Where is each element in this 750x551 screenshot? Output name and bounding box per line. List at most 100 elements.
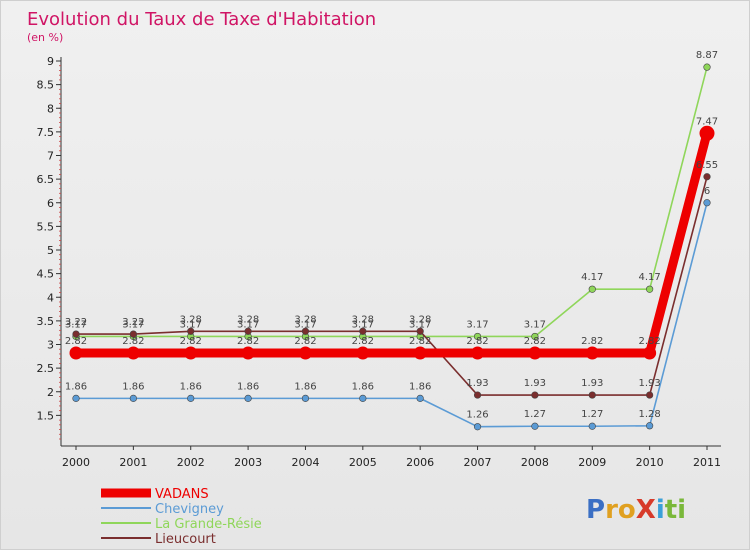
- series-point: [473, 423, 482, 431]
- legend-label: VADANS: [155, 487, 209, 502]
- data-label: 1.26: [466, 410, 488, 421]
- series-point: [187, 327, 195, 335]
- data-label: 3.17: [466, 319, 488, 330]
- series-point: [473, 391, 482, 399]
- y-tick-label: 9: [47, 55, 54, 68]
- data-label: 1.86: [65, 381, 87, 392]
- x-tick-label: 2000: [62, 456, 90, 469]
- data-label: 3.17: [65, 319, 87, 330]
- legend-label: Chevigney: [155, 502, 224, 517]
- data-label: 6.55: [696, 160, 718, 171]
- logo-letter: r: [605, 495, 618, 525]
- data-label: 2.82: [180, 336, 202, 347]
- y-tick-label: 2: [47, 386, 54, 399]
- chart-subtitle: (en %): [27, 31, 63, 44]
- data-label: 2.82: [122, 336, 144, 347]
- y-tick-label: 3: [47, 339, 54, 352]
- series-point: [531, 391, 539, 399]
- data-label: 2.82: [294, 336, 316, 347]
- data-label: 1.86: [180, 381, 202, 392]
- series-point: [703, 63, 711, 71]
- data-label: 1.93: [524, 378, 546, 389]
- series-chevigney: [72, 199, 711, 431]
- series-point: [298, 346, 312, 360]
- axes: 1.5 2 2.5 3 3.5 4 4.5 5 5.5 6 6.5 7 7.5 8 8.5 9 2000 2001…: [37, 55, 721, 469]
- series-point: [585, 346, 599, 360]
- series-point: [69, 346, 83, 360]
- x-tick-label: 2005: [349, 456, 377, 469]
- series-point: [703, 173, 711, 181]
- series-point: [528, 346, 542, 360]
- data-label: 3.17: [237, 319, 259, 330]
- data-label: 2.82: [65, 336, 87, 347]
- series-la-grande-r-sie: [72, 63, 711, 341]
- data-label: 2.82: [352, 336, 374, 347]
- series-point: [301, 327, 310, 335]
- data-labels: 3.22 3.22 3.28 3.28 3.28 3.28 3.28 1.93 1.93 1.93…: [65, 160, 718, 389]
- data-label: 2.82: [409, 336, 431, 347]
- data-label: 3.22: [122, 317, 144, 328]
- y-tick-label: 2.5: [37, 362, 55, 375]
- data-labels: 2.82 2.82 2.82 2.82 2.82 2.82 2.82 2.82 2.82 2.82…: [65, 116, 718, 347]
- series-point: [531, 422, 539, 430]
- logo-letter: i: [656, 495, 665, 525]
- series-point: [359, 327, 367, 335]
- y-tick-label: 8: [47, 102, 54, 115]
- data-label: 2.82: [524, 336, 546, 347]
- data-label: 1.27: [524, 409, 546, 420]
- data-label: 1.86: [409, 381, 431, 392]
- legend-label: Lieucourt: [155, 532, 216, 547]
- logo-letter: o: [618, 495, 636, 525]
- series-point: [471, 346, 485, 360]
- proxiti-logo: ProXiti: [586, 495, 686, 525]
- data-label: 4.17: [581, 272, 603, 283]
- series-line: [75, 66, 708, 338]
- series-point: [129, 330, 137, 338]
- data-label: 3.28: [237, 314, 259, 325]
- x-tick-label: 2010: [636, 456, 664, 469]
- series-point: [356, 346, 370, 360]
- data-label: 3.17: [122, 319, 144, 330]
- legend-label: La Grande-Résie: [155, 517, 262, 532]
- data-label: 6: [704, 186, 710, 197]
- series-point: [531, 332, 539, 341]
- data-label: 3.17: [180, 319, 202, 330]
- x-tick-label: 2002: [177, 456, 205, 469]
- x-tick-label: 2001: [119, 456, 147, 469]
- series-point: [129, 394, 137, 402]
- series-point: [413, 346, 427, 360]
- series-point: [187, 394, 195, 402]
- data-label: 3.17: [524, 319, 546, 330]
- logo-letter: t: [665, 495, 677, 525]
- data-label: 3.17: [352, 319, 374, 330]
- y-tick-label: 7.5: [37, 126, 55, 139]
- data-label: 1.27: [581, 409, 603, 420]
- series-line: [75, 175, 708, 396]
- data-label: 3.22: [65, 317, 87, 328]
- x-tick-label: 2004: [291, 456, 319, 469]
- data-labels: 1.86 1.86 1.86 1.86 1.86 1.86 1.86 1.26 1.27 1.27…: [65, 186, 710, 421]
- series-point: [301, 394, 310, 402]
- data-labels: 3.17 3.17 3.17 3.17 3.17 3.17 3.17 3.17 3.17 4.17…: [65, 50, 718, 330]
- y-tick-label: 7: [47, 150, 54, 163]
- data-label: 3.28: [352, 314, 374, 325]
- data-label: 3.28: [180, 314, 202, 325]
- y-tick-label: 4.5: [37, 268, 55, 281]
- x-tick-label: 2009: [578, 456, 606, 469]
- x-tick-label: 2007: [464, 456, 492, 469]
- series-point: [72, 330, 80, 338]
- y-tick-label: 6: [47, 197, 54, 210]
- series-point: [416, 327, 424, 335]
- series-point: [699, 125, 715, 141]
- data-label: 4.17: [639, 272, 661, 283]
- data-label: 1.86: [352, 381, 374, 392]
- data-label: 3.28: [294, 314, 316, 325]
- series-point: [244, 394, 252, 402]
- y-tick-label: 8.5: [37, 79, 55, 92]
- data-label: 1.86: [294, 381, 316, 392]
- series-point: [646, 422, 654, 430]
- data-label: 1.86: [237, 381, 259, 392]
